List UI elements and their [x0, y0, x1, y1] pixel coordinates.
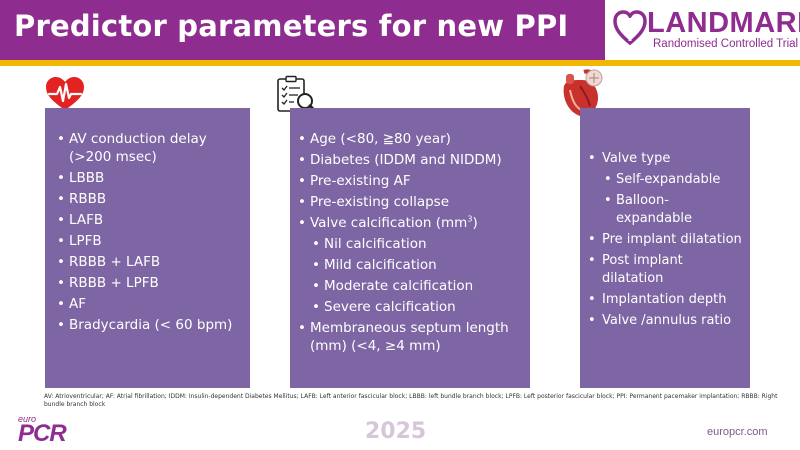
- list-item: Bradycardia (< 60 bpm): [55, 316, 242, 334]
- list-item: Moderate calcification: [296, 277, 522, 295]
- list-item: Membraneous septum length (mm) (<4, ≥4 m…: [296, 319, 522, 355]
- list-item-text: Valve calcification (mm: [310, 215, 468, 231]
- website-link[interactable]: europcr.com: [707, 426, 768, 438]
- list-item: Diabetes (IDDM and NIDDM): [296, 151, 522, 169]
- list-item: LAFB: [55, 211, 242, 229]
- clipboard-magnifier-icon: [277, 75, 320, 116]
- list-item: Mild calcification: [296, 256, 522, 274]
- list-item: RBBB + LPFB: [55, 274, 242, 292]
- logo-subtitle: Randomised Controlled Trial: [653, 38, 799, 50]
- list-item: Age (<80, ≧80 year): [296, 130, 522, 148]
- clinical-parameters-panel: Age (<80, ≧80 year) Diabetes (IDDM and N…: [290, 108, 530, 388]
- procedural-parameters-panel: Valve type Self-expandable Balloon-expan…: [580, 108, 750, 388]
- list-item: RBBB + LAFB: [55, 253, 242, 271]
- title-banner: Predictor parameters for new PPI LANDMAR…: [0, 0, 800, 60]
- list-item: Nil calcification: [296, 235, 522, 253]
- list-item: Implantation depth: [584, 291, 744, 309]
- list-item: Valve calcification (mm3): [296, 214, 522, 232]
- list-item: Severe calcification: [296, 298, 522, 316]
- list-item: RBBB: [55, 190, 242, 208]
- logo-heart-icon: [613, 10, 647, 46]
- list-item: Post implant dilatation: [584, 252, 744, 288]
- heart-ecg-icon: [46, 77, 84, 110]
- conduction-parameters-panel: AV conduction delay (>200 msec) LBBB RBB…: [45, 108, 250, 388]
- accent-bar: [0, 60, 800, 66]
- list-item: LPFB: [55, 232, 242, 250]
- list-item: Balloon-expandable: [584, 192, 744, 228]
- list-item: Valve type: [584, 150, 744, 168]
- list-item: Pre-existing AF: [296, 172, 522, 190]
- abbreviations-footnote: AV: Atrioventricular; AF: Atrial fibrill…: [44, 393, 778, 408]
- superscript: 3: [467, 214, 473, 224]
- list-item: Self-expandable: [584, 171, 744, 189]
- list-item: Pre implant dilatation: [584, 231, 744, 249]
- heart-valve-icon: [563, 69, 603, 117]
- list-item: AF: [55, 295, 242, 313]
- list-item: Pre-existing collapse: [296, 193, 522, 211]
- page-title: Predictor parameters for new PPI: [14, 9, 569, 43]
- europcr-logo: PCR: [18, 420, 67, 447]
- year-label: 2025: [365, 419, 427, 444]
- logo-text: LANDMARK: [647, 7, 800, 39]
- landmark-logo: LANDMARK Randomised Controlled Trial: [605, 0, 800, 60]
- list-item: LBBB: [55, 169, 242, 187]
- list-item-suffix: ): [472, 215, 478, 231]
- list-item: AV conduction delay (>200 msec): [55, 130, 242, 166]
- brand-prefix: euro: [18, 414, 37, 424]
- list-item: Valve /annulus ratio: [584, 312, 744, 330]
